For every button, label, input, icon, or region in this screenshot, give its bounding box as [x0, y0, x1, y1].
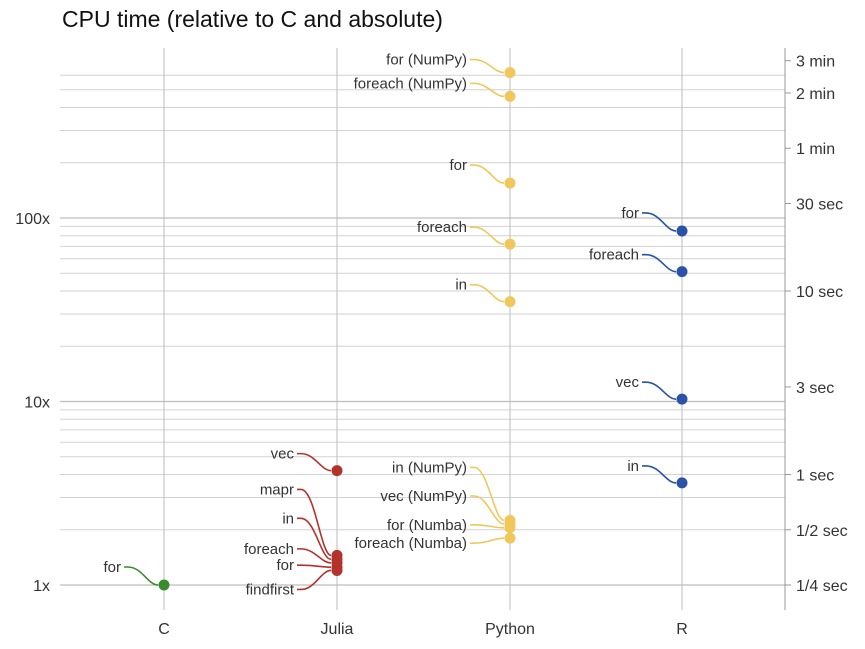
leader-line — [470, 466, 505, 522]
leader-line — [470, 226, 505, 245]
data-point — [504, 296, 516, 308]
left-axis: 1x 10x 100x — [15, 211, 50, 595]
point-label: foreach — [589, 247, 639, 264]
point-label: in — [455, 277, 467, 294]
point-label: for (NumPy) — [386, 52, 467, 69]
x-axis: C Julia Python R — [158, 621, 688, 638]
leader-line — [297, 517, 332, 561]
y-tick-label-right: 3 min — [796, 54, 835, 71]
leader-line — [642, 465, 677, 484]
grid-layer — [60, 74, 785, 586]
data-point — [504, 177, 516, 189]
point-label: for — [621, 205, 639, 222]
leader-line — [470, 537, 505, 544]
leader-line — [470, 495, 505, 525]
point-label: vec — [271, 446, 295, 463]
point-label: mapr — [260, 481, 294, 498]
chart-title: CPU time (relative to C and absolute) — [62, 6, 443, 32]
x-tick-label: Julia — [321, 621, 354, 638]
data-point — [504, 67, 516, 79]
point-label: for — [103, 559, 121, 576]
leader-line — [297, 564, 332, 569]
y-tick-label-right: 1/4 sec — [796, 578, 848, 595]
y-tick-label-right: 1/2 sec — [796, 523, 848, 540]
point-label: foreach (NumPy) — [354, 75, 467, 92]
right-axis: 1/4 sec 1/2 sec 1 sec 3 sec 10 sec 30 sec 1 mi… — [784, 48, 848, 610]
point-label: foreach — [417, 219, 467, 236]
point-label: foreach — [244, 541, 294, 558]
data-point — [676, 225, 688, 237]
point-label: vec (NumPy) — [380, 488, 467, 505]
leader-line — [470, 523, 505, 529]
leader-line — [642, 212, 677, 232]
leader-line — [297, 488, 332, 557]
point-label: in — [627, 458, 639, 475]
point-label: for (Numba) — [387, 517, 467, 534]
leader-line — [297, 569, 332, 591]
leader-line — [297, 548, 332, 564]
point-label: for — [276, 557, 294, 574]
data-point — [504, 90, 516, 102]
point-label: for — [449, 157, 467, 174]
point-label: in (NumPy) — [392, 459, 467, 476]
y-tick-label-right: 10 sec — [796, 284, 843, 301]
leader-line — [297, 452, 332, 472]
leader-line — [470, 58, 505, 74]
data-point — [158, 579, 170, 591]
data-point — [676, 477, 688, 489]
point-label: in — [282, 510, 294, 527]
point-label: foreach (Numba) — [354, 535, 467, 552]
y-tick-label-right: 2 min — [796, 86, 835, 103]
leader-line — [470, 82, 505, 98]
x-tick-label: R — [676, 621, 688, 638]
data-point — [331, 564, 343, 576]
data-points — [158, 67, 688, 591]
x-tick-label: C — [158, 621, 170, 638]
point-label: findfirst — [246, 581, 295, 598]
leader-line — [124, 566, 159, 586]
y-tick-label-left: 1x — [33, 578, 50, 595]
data-point — [504, 238, 516, 250]
leader-line — [642, 381, 677, 400]
leader-line — [642, 253, 677, 273]
y-tick-label-right: 30 sec — [796, 196, 843, 213]
point-label: vec — [616, 374, 640, 391]
data-point — [676, 266, 688, 278]
x-tick-label: Python — [485, 621, 535, 638]
leader-line — [470, 164, 505, 184]
y-tick-label-right: 1 sec — [796, 468, 834, 485]
leader-line — [470, 283, 505, 303]
data-point — [331, 465, 343, 477]
y-tick-label-left: 100x — [15, 211, 50, 228]
data-point — [676, 393, 688, 405]
category-grid-layer — [163, 48, 683, 610]
data-point — [504, 522, 516, 534]
leader-lines — [124, 58, 677, 591]
y-tick-label-right: 1 min — [796, 141, 835, 158]
y-tick-label-right: 3 sec — [796, 380, 834, 397]
y-tick-label-left: 10x — [24, 395, 50, 412]
data-point — [504, 532, 516, 544]
